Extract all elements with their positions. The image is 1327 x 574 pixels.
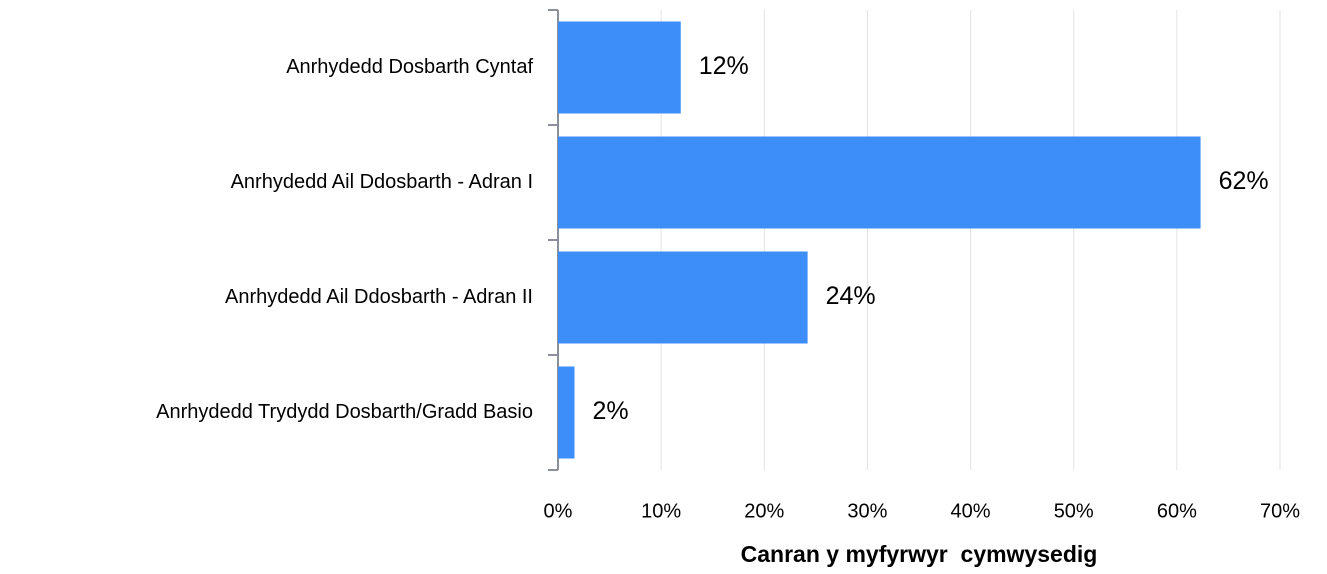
y-tick-label: Anrhydedd Dosbarth Cyntaf xyxy=(286,56,533,78)
x-tick-label: 70% xyxy=(1260,500,1300,522)
x-tick-label: 40% xyxy=(951,500,991,522)
data-label: 24% xyxy=(826,282,876,310)
bar xyxy=(558,251,808,344)
bar xyxy=(558,21,681,114)
x-tick-label: 60% xyxy=(1157,500,1197,522)
x-tick-label: 0% xyxy=(544,500,573,522)
y-tick-label: Anrhydedd Trydydd Dosbarth/Gradd Basio xyxy=(156,401,533,423)
data-label: 12% xyxy=(699,52,749,80)
y-tick-label: Anrhydedd Ail Ddosbarth - Adran I xyxy=(231,171,533,193)
x-axis-title: Canran y myfyrwyr cymwysedig xyxy=(741,541,1098,567)
x-tick-label: 50% xyxy=(1054,500,1094,522)
bar xyxy=(558,366,575,459)
x-tick-label: 20% xyxy=(744,500,784,522)
y-tick-label: Anrhydedd Ail Ddosbarth - Adran II xyxy=(225,286,533,308)
data-label: 62% xyxy=(1219,167,1269,195)
bar xyxy=(558,136,1201,229)
data-label: 2% xyxy=(593,397,629,425)
x-tick-label: 10% xyxy=(641,500,681,522)
x-tick-label: 30% xyxy=(847,500,887,522)
